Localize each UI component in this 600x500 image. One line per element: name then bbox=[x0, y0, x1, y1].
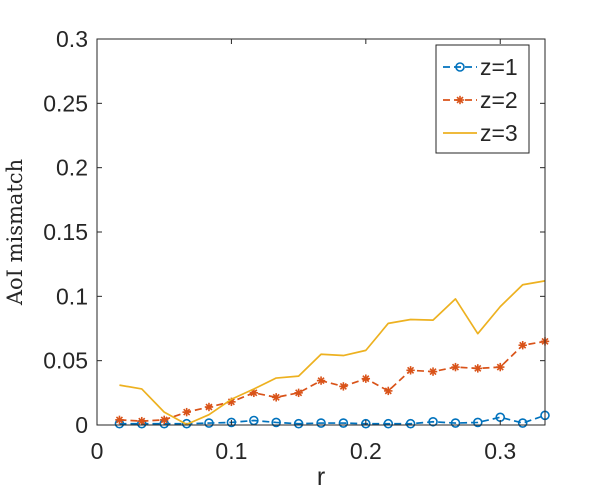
data-point-z=2 bbox=[473, 364, 482, 373]
legend-entry-z=1: z=1 bbox=[443, 54, 518, 80]
legend-label: z=3 bbox=[480, 120, 518, 146]
x-tick-label: 0.1 bbox=[215, 438, 247, 464]
y-tick-label: 0.3 bbox=[56, 26, 88, 52]
series-z=3 bbox=[119, 280, 546, 426]
data-point-z=1 bbox=[293, 418, 304, 429]
legend-entry-z=3: z=3 bbox=[443, 120, 518, 146]
data-point-z=2 bbox=[406, 366, 415, 375]
data-point-z=2 bbox=[204, 402, 214, 412]
data-point-z=1 bbox=[450, 418, 461, 428]
data-point-z=1 bbox=[204, 418, 214, 428]
data-point-z=1 bbox=[428, 416, 438, 427]
data-point-z=1 bbox=[405, 418, 416, 429]
data-point-z=2 bbox=[294, 388, 303, 398]
data-point-z=2 bbox=[339, 382, 348, 391]
data-point-z=1 bbox=[383, 418, 394, 429]
legend-label: z=2 bbox=[480, 87, 518, 113]
data-point-z=2 bbox=[316, 376, 326, 385]
data-point-z=2 bbox=[518, 341, 527, 350]
legend-marker bbox=[455, 62, 465, 72]
y-tick-label: 0.1 bbox=[56, 283, 88, 309]
data-point-z=1 bbox=[517, 418, 528, 428]
y-tick-label: 0.05 bbox=[43, 348, 88, 374]
data-point-z=2 bbox=[384, 386, 393, 396]
x-axis-label: r bbox=[317, 463, 325, 491]
y-tick-label: 0.2 bbox=[56, 155, 88, 181]
series-line-z=3 bbox=[119, 280, 546, 426]
legend-marker bbox=[455, 95, 465, 105]
legend: z=1 z=2 z=3 bbox=[435, 44, 530, 154]
legend-entry-z=2: z=2 bbox=[443, 87, 518, 113]
x-tick-label: 0.2 bbox=[350, 438, 382, 464]
series-z=2 bbox=[115, 337, 550, 426]
data-point-z=2 bbox=[496, 362, 505, 372]
y-axis-label: AoI mismatch bbox=[3, 159, 27, 306]
data-point-z=1 bbox=[361, 418, 371, 429]
data-point-z=1 bbox=[226, 417, 237, 428]
data-point-z=2 bbox=[182, 407, 191, 417]
data-point-z=1 bbox=[271, 417, 281, 428]
legend-label: z=1 bbox=[480, 54, 518, 80]
data-point-z=2 bbox=[137, 416, 146, 426]
y-tick-label: 0.25 bbox=[43, 90, 88, 116]
data-point-z=1 bbox=[181, 418, 192, 429]
data-point-z=2 bbox=[160, 415, 169, 425]
x-tick-label: 0.3 bbox=[484, 438, 516, 464]
data-point-z=2 bbox=[451, 362, 460, 372]
data-point-z=2 bbox=[428, 367, 438, 376]
data-point-z=1 bbox=[249, 415, 259, 426]
data-point-z=1 bbox=[338, 418, 349, 428]
data-point-z=2 bbox=[249, 388, 259, 398]
x-tick-label: 0 bbox=[91, 438, 104, 464]
data-point-z=1 bbox=[472, 417, 483, 428]
y-tick-label: 0 bbox=[75, 412, 88, 438]
tick-labels: 0 0.1 0.2 0.3 0 0.05 0.1 0.15 0.2 0.25 0.3 bbox=[43, 26, 516, 464]
axes bbox=[96, 38, 546, 426]
data-point-z=2 bbox=[271, 393, 281, 402]
data-point-z=2 bbox=[361, 374, 371, 383]
legend-box bbox=[435, 44, 530, 154]
y-tick-label: 0.15 bbox=[43, 219, 88, 245]
data-point-z=1 bbox=[316, 418, 326, 428]
data-point-z=2 bbox=[115, 415, 124, 425]
series-layer bbox=[114, 280, 550, 429]
